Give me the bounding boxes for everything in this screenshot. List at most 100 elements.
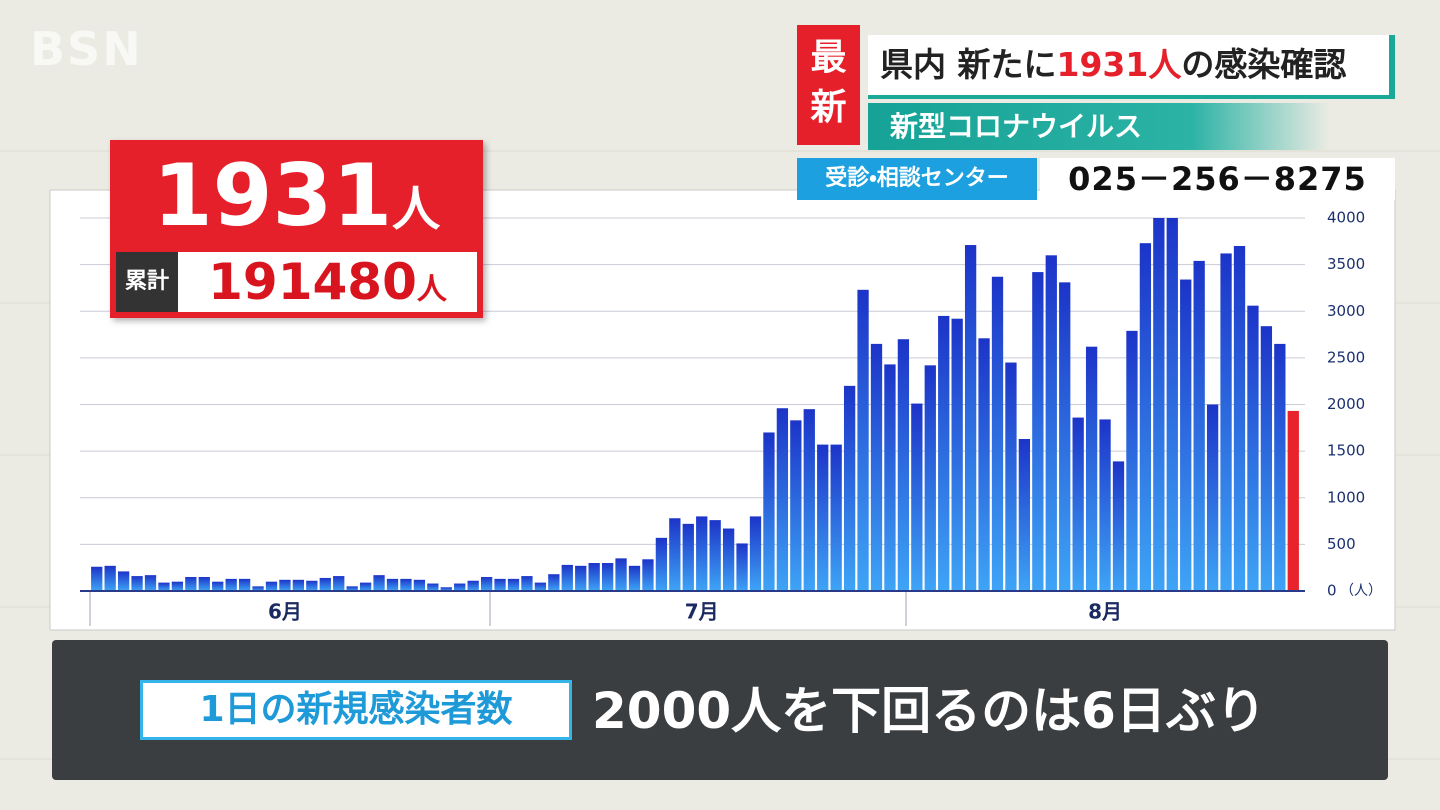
today-number: 1931: [152, 146, 393, 246]
bar: [238, 578, 251, 591]
bar: [346, 586, 358, 591]
bar: [1112, 461, 1125, 591]
bar: [575, 565, 587, 591]
bar: [601, 563, 614, 591]
tag-box: 最 新: [797, 25, 860, 145]
bar: [386, 578, 399, 591]
bar: [870, 343, 883, 591]
bar: [1180, 279, 1192, 591]
bar: [938, 315, 950, 591]
bar: [951, 318, 963, 591]
bar: [1287, 410, 1299, 591]
bar: [1233, 245, 1246, 591]
y-unit: （人）: [1340, 583, 1382, 599]
today-unit: 人: [392, 181, 441, 237]
bar: [185, 577, 197, 591]
bar: [722, 528, 735, 591]
hotline-number: 025－256－8275: [1040, 158, 1395, 200]
total-unit: 人: [416, 272, 447, 307]
bar: [1153, 218, 1165, 591]
bar: [682, 523, 694, 591]
bar: [709, 520, 721, 591]
bar: [924, 365, 936, 591]
y-tick-label: 3500: [1327, 255, 1365, 273]
bar: [1260, 326, 1273, 591]
bar: [1193, 260, 1205, 591]
total-count: 191480人: [178, 252, 477, 312]
y-tick-label: 500: [1327, 535, 1356, 553]
bar: [413, 579, 426, 591]
bar: [884, 364, 896, 591]
bar: [131, 576, 143, 591]
bar: [440, 587, 452, 591]
bar: [427, 583, 439, 591]
y-tick-label: 3000: [1327, 302, 1365, 320]
bar: [655, 537, 668, 591]
subtitle-bar: 新型コロナウイルス: [868, 103, 1330, 150]
bar: [91, 566, 103, 591]
bar: [964, 245, 977, 592]
bar: [736, 543, 748, 591]
bar: [306, 580, 318, 591]
bar: [1099, 419, 1111, 591]
bar: [763, 432, 775, 591]
y-tick-label: 1500: [1327, 442, 1365, 460]
x-tick-label: 8月: [1088, 600, 1122, 624]
bar: [1247, 305, 1259, 591]
bar: [1166, 218, 1178, 591]
bar: [454, 583, 466, 591]
total-label: 累計: [116, 252, 178, 312]
bar: [857, 289, 869, 591]
bar: [1059, 282, 1071, 591]
bar: [749, 516, 762, 591]
bar: [279, 579, 291, 591]
bar: [1139, 243, 1152, 592]
bar: [212, 581, 224, 591]
y-tick-label: 4000: [1327, 209, 1365, 227]
bar: [803, 409, 815, 591]
bar: [669, 518, 681, 591]
bar: [104, 565, 116, 591]
x-tick-label: 7月: [685, 600, 719, 624]
bar: [158, 582, 170, 591]
bar: [561, 564, 573, 591]
bar: [1005, 362, 1017, 591]
bar: [480, 577, 493, 591]
x-tick-label: 6月: [268, 600, 302, 624]
caption-bar: 1日の新規感染者数 2000人を下回るのは6日ぶり: [52, 640, 1388, 780]
bar: [588, 563, 600, 591]
bar: [1032, 272, 1044, 591]
bar: [117, 571, 130, 591]
bar: [144, 575, 157, 591]
bar: [521, 576, 533, 591]
bar: [171, 581, 184, 591]
bar: [696, 516, 708, 591]
bar: [1085, 346, 1098, 591]
caption-label: 1日の新規感染者数: [140, 680, 572, 740]
bar: [373, 575, 385, 591]
y-tick-label: 0: [1327, 582, 1337, 600]
y-tick-label: 1000: [1327, 488, 1365, 506]
bar: [1220, 253, 1232, 591]
bar: [333, 576, 345, 591]
caption-text: 2000人を下回るのは6日ぶり: [592, 682, 1266, 740]
tag-text: 最: [810, 37, 847, 78]
tag-text: 新: [810, 87, 847, 128]
y-tick-label: 2000: [1327, 395, 1365, 413]
bar: [1018, 439, 1031, 591]
bar: [897, 339, 910, 591]
bar: [494, 578, 506, 591]
bar: [252, 586, 264, 591]
y-tick-label: 2500: [1327, 348, 1365, 366]
bar: [790, 420, 802, 591]
hotline-label: 受診・相談センター: [797, 158, 1037, 200]
headline-number: 1931人: [1056, 45, 1182, 84]
bar: [1126, 330, 1138, 591]
bar: [817, 444, 829, 591]
bar: [198, 577, 210, 591]
bar: [615, 558, 627, 591]
bar: [359, 582, 372, 591]
bar: [776, 408, 789, 591]
today-count: 1931人: [110, 148, 483, 268]
